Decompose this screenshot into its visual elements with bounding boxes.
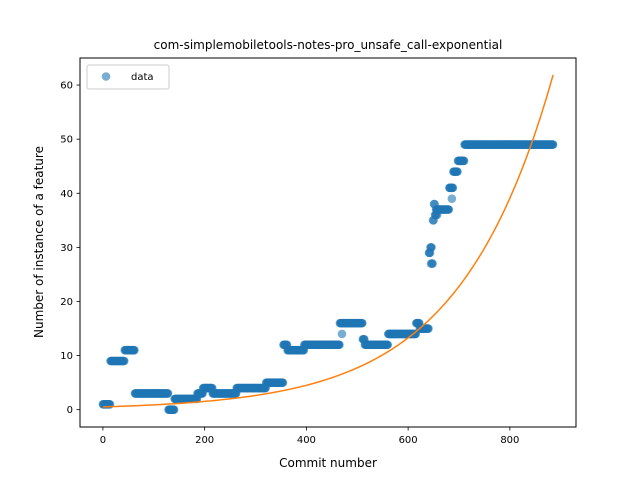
data-point [444, 205, 454, 214]
data-point [459, 156, 469, 166]
fit-curve [102, 74, 554, 408]
y-tick-label: 50 [60, 135, 73, 146]
legend-box [86, 64, 170, 90]
y-axis: 0 10 20 30 40 50 60 [60, 81, 80, 416]
y-tick-label: 20 [60, 297, 73, 308]
fit-line [102, 74, 554, 408]
y-tick-label: 0 [67, 405, 73, 416]
data-point [130, 345, 139, 355]
x-tick-label: 400 [297, 435, 316, 446]
axes-frame [79, 57, 577, 428]
x-tick-label: 200 [195, 435, 214, 446]
y-tick-label: 10 [60, 351, 73, 362]
data-point [453, 167, 462, 176]
y-tick-label: 30 [60, 243, 73, 254]
y-tick-label: 60 [60, 81, 73, 92]
data-point [163, 389, 173, 398]
data-point [169, 405, 179, 414]
data-point [337, 329, 347, 339]
data-point [424, 324, 433, 333]
x-axis-label: Commit number [279, 456, 377, 470]
chart-title: com-simplemobiletools-notes-pro_unsafe_c… [154, 38, 503, 52]
x-tick-label: 800 [500, 435, 519, 446]
y-tick-label: 40 [60, 189, 73, 200]
data-point [383, 340, 393, 350]
data-point [427, 243, 436, 252]
x-tick-label: 600 [399, 435, 418, 446]
data-points [98, 140, 558, 414]
data-point [426, 259, 436, 268]
data-point [447, 194, 457, 203]
data-point [335, 340, 344, 350]
legend-label-data: data [131, 72, 154, 83]
data-point [358, 318, 367, 328]
data-point [448, 183, 458, 193]
legend-marker [101, 72, 111, 81]
data-point [278, 378, 288, 387]
x-tick-label: 0 [100, 435, 106, 446]
data-point [119, 356, 129, 366]
data-point [548, 140, 558, 149]
y-axis-label: Number of instance of a feature [32, 146, 46, 338]
x-axis: 0 200 400 600 800 [100, 427, 519, 446]
legend: data [86, 64, 170, 90]
data-point [432, 210, 442, 220]
